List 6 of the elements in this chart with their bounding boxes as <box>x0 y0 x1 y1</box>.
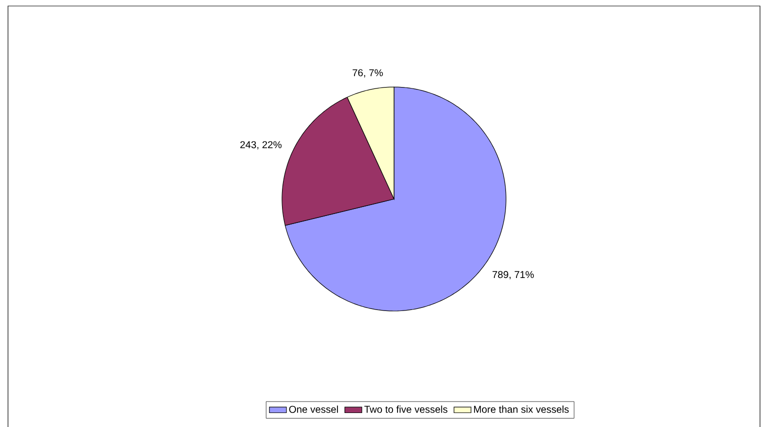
legend-label: Two to five vessels <box>364 406 448 413</box>
data-label: 76, 7% <box>352 69 383 78</box>
data-label: 243, 22% <box>240 141 282 150</box>
data-label: 789, 71% <box>492 271 534 280</box>
legend-label: One vessel <box>289 406 338 413</box>
legend-label: More than six vessels <box>474 406 569 413</box>
